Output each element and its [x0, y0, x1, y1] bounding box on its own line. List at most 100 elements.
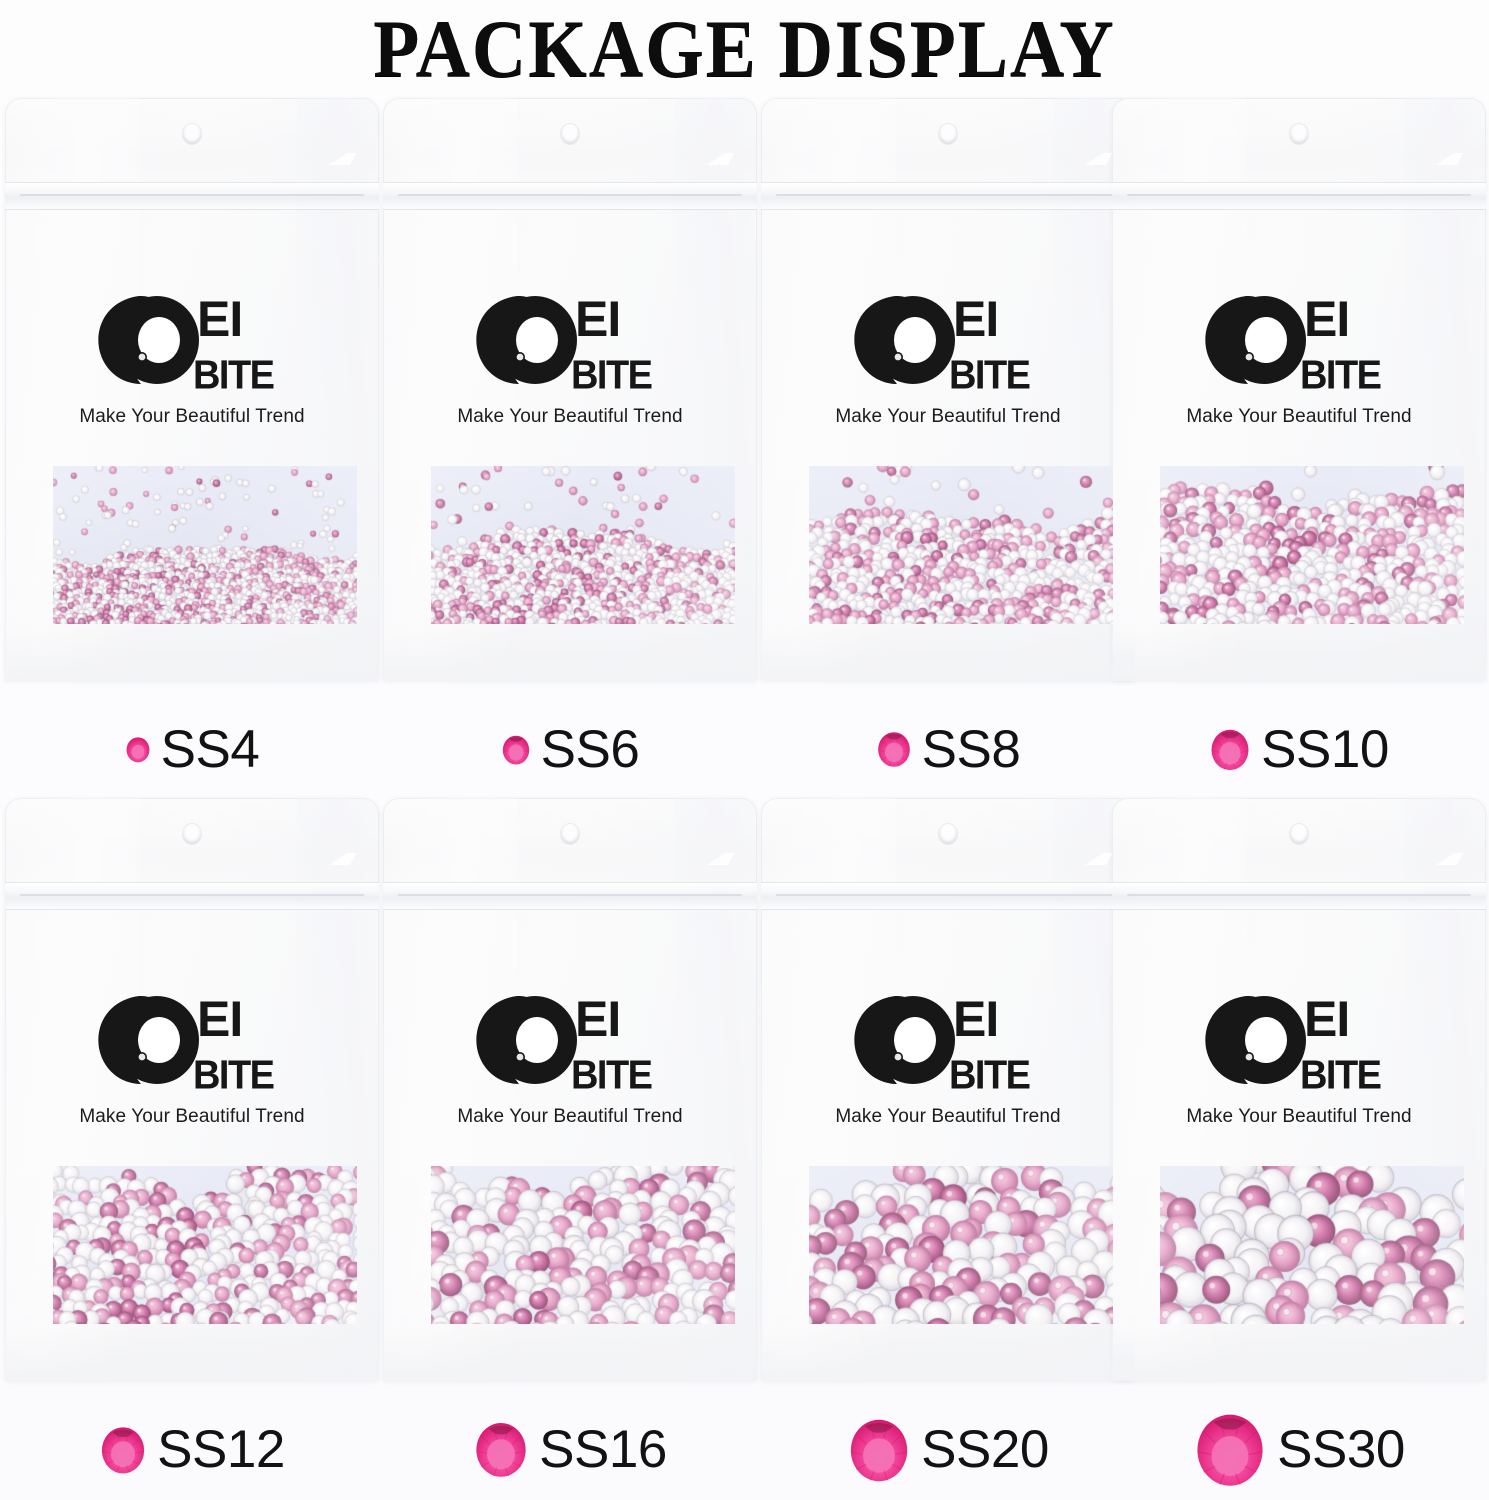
- rhinestone-window: [1160, 466, 1464, 624]
- rhinestone-window: [431, 1166, 735, 1324]
- rhinestone-window: [53, 466, 357, 624]
- svg-text:EI: EI: [197, 991, 242, 1047]
- size-label-ss8: SS8: [761, 703, 1135, 795]
- package-bag: EI BITE Make Your Beautiful Trend: [383, 798, 757, 1381]
- oei-bite-logo-icon: EI BITE: [98, 291, 275, 398]
- gem-icon-ss8: [877, 732, 910, 767]
- package-bag: EI BITE Make Your Beautiful Trend: [5, 798, 379, 1381]
- rhinestone-window: [53, 1166, 357, 1324]
- hang-hole-icon: [939, 124, 957, 144]
- package-item-ss6[interactable]: EI BITE Make Your Beautiful Trend SS6: [383, 98, 757, 776]
- svg-text:EI: EI: [575, 291, 620, 347]
- svg-text:EI: EI: [1304, 991, 1349, 1047]
- size-label-ss4: SS4: [5, 703, 379, 795]
- hang-hole-icon: [939, 824, 957, 844]
- package-bag: EI BITE Make Your Beautiful Trend: [383, 98, 757, 681]
- brand-logo-block: EI BITE Make Your Beautiful Trend: [5, 288, 379, 428]
- rhinestone-fill: [1160, 1166, 1464, 1324]
- brand-logo-block: EI BITE Make Your Beautiful Trend: [761, 288, 1135, 428]
- svg-text:BITE: BITE: [949, 1052, 1030, 1096]
- svg-text:BITE: BITE: [193, 1052, 274, 1096]
- logo-mark: EI BITE: [93, 288, 291, 398]
- logo-mark: EI BITE: [471, 988, 669, 1098]
- size-label-ss20: SS20: [761, 1403, 1135, 1495]
- brand-tagline: Make Your Beautiful Trend: [835, 406, 1061, 427]
- bag-gusset: [5, 1327, 379, 1381]
- zip-line: [1126, 194, 1472, 196]
- brand-logo-block: EI BITE Make Your Beautiful Trend: [1112, 988, 1486, 1128]
- bag-gusset: [383, 627, 757, 681]
- oei-bite-logo-icon: EI BITE: [854, 991, 1031, 1098]
- tear-notch-icon: [701, 853, 735, 865]
- brand-logo-block: EI BITE Make Your Beautiful Trend: [383, 288, 757, 428]
- logo-mark: EI BITE: [471, 288, 669, 398]
- package-item-ss20[interactable]: EI BITE Make Your Beautiful Trend SS20: [761, 798, 1135, 1481]
- size-label-text: SS20: [921, 1419, 1049, 1479]
- svg-text:EI: EI: [1304, 291, 1349, 347]
- oei-bite-logo-icon: EI BITE: [1205, 291, 1382, 398]
- logo-mark: EI BITE: [849, 288, 1047, 398]
- rhinestone-fill: [431, 466, 735, 624]
- rhinestone-fill: [53, 466, 357, 624]
- package-bag: EI BITE Make Your Beautiful Trend: [1112, 798, 1486, 1381]
- gem-icon-ss20: [850, 1419, 908, 1481]
- hang-hole-icon: [561, 824, 579, 844]
- rhinestone-fill: [53, 1166, 357, 1324]
- logo-mark: EI BITE: [1200, 288, 1398, 398]
- hang-hole-icon: [1290, 824, 1308, 844]
- brand-tagline: Make Your Beautiful Trend: [457, 406, 683, 427]
- bag-gusset: [761, 1327, 1135, 1381]
- size-label-ss16: SS16: [383, 1403, 757, 1495]
- svg-text:BITE: BITE: [571, 352, 652, 396]
- gem-icon-ss16: [476, 1423, 526, 1477]
- tear-notch-icon: [1430, 853, 1464, 865]
- svg-text:BITE: BITE: [949, 352, 1030, 396]
- bag-gusset: [1112, 627, 1486, 681]
- bag-gusset: [383, 1327, 757, 1381]
- rhinestone-window: [809, 466, 1113, 624]
- bag-gusset: [5, 627, 379, 681]
- gem-icon-ss4: [126, 737, 150, 762]
- tear-notch-icon: [701, 153, 735, 165]
- oei-bite-logo-icon: EI BITE: [854, 291, 1031, 398]
- bag-gusset: [1112, 1327, 1486, 1381]
- svg-text:EI: EI: [953, 991, 998, 1047]
- package-item-ss16[interactable]: EI BITE Make Your Beautiful Trend SS16: [383, 798, 757, 1477]
- package-item-ss4[interactable]: EI BITE Make Your Beautiful Trend SS4: [5, 98, 379, 776]
- zip-lock-strip: [761, 882, 1135, 910]
- rhinestone-window: [809, 1166, 1113, 1324]
- brand-tagline: Make Your Beautiful Trend: [79, 406, 305, 427]
- zip-line: [775, 194, 1121, 196]
- brand-tagline: Make Your Beautiful Trend: [1186, 406, 1412, 427]
- package-item-ss10[interactable]: EI BITE Make Your Beautiful Trend SS10: [1112, 98, 1486, 776]
- zip-lock-strip: [5, 182, 379, 210]
- svg-text:BITE: BITE: [193, 352, 274, 396]
- rhinestone-fill: [809, 466, 1113, 624]
- oei-bite-logo-icon: EI BITE: [1205, 991, 1382, 1098]
- hang-hole-icon: [561, 124, 579, 144]
- package-item-ss8[interactable]: EI BITE Make Your Beautiful Trend SS8: [761, 98, 1135, 776]
- package-grid: EI BITE Make Your Beautiful Trend SS4 EI BITE…: [0, 98, 1489, 1498]
- oei-bite-logo-icon: EI BITE: [476, 991, 653, 1098]
- oei-bite-logo-icon: EI BITE: [98, 991, 275, 1098]
- brand-logo-block: EI BITE Make Your Beautiful Trend: [383, 988, 757, 1128]
- gem-icon-ss6: [502, 735, 529, 764]
- hang-hole-icon: [183, 824, 201, 844]
- svg-text:EI: EI: [953, 291, 998, 347]
- brand-tagline: Make Your Beautiful Trend: [1186, 1106, 1412, 1127]
- svg-text:BITE: BITE: [1300, 352, 1381, 396]
- package-item-ss30[interactable]: EI BITE Make Your Beautiful Trend SS30: [1112, 798, 1486, 1486]
- size-label-text: SS10: [1261, 719, 1389, 779]
- zip-lock-strip: [1112, 182, 1486, 210]
- size-label-ss12: SS12: [5, 1403, 379, 1495]
- logo-mark: EI BITE: [849, 988, 1047, 1098]
- package-item-ss12[interactable]: EI BITE Make Your Beautiful Trend SS12: [5, 798, 379, 1476]
- hang-hole-icon: [183, 124, 201, 144]
- hang-hole-icon: [1290, 124, 1308, 144]
- svg-text:BITE: BITE: [1300, 1052, 1381, 1096]
- logo-mark: EI BITE: [1200, 988, 1398, 1098]
- gem-icon-ss30: [1197, 1414, 1263, 1486]
- zip-line: [1126, 894, 1472, 896]
- logo-mark: EI BITE: [93, 988, 291, 1098]
- rhinestone-window: [431, 466, 735, 624]
